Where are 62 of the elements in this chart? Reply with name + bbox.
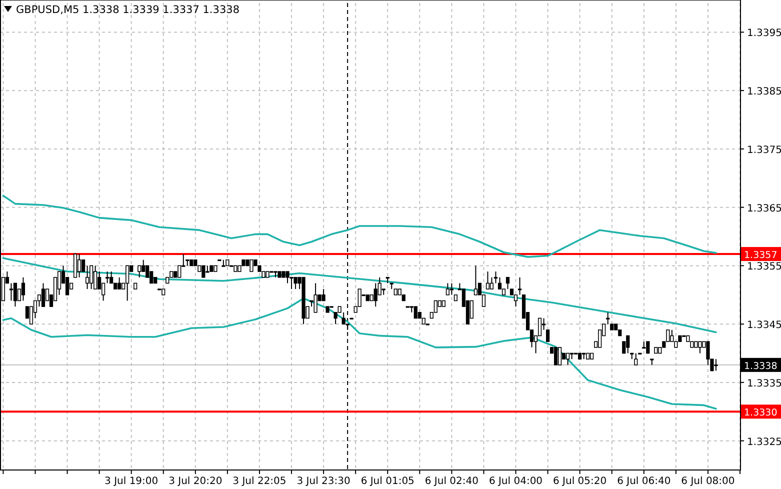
x-tick-label: 6 Jul 05:20: [553, 476, 607, 487]
ref-line-label: 1.3338: [744, 360, 778, 372]
y-tick-label: 1.3385: [747, 86, 781, 98]
candlestick: [13, 282, 18, 308]
candlestick: [322, 288, 326, 302]
candlestick: [450, 282, 454, 296]
candlestick: [21, 276, 26, 302]
candlestick: [94, 265, 98, 290]
candlestick: [106, 271, 110, 284]
x-tick-label: 6 Jul 01:05: [360, 476, 414, 487]
candlestick: [202, 265, 206, 278]
candlestick: [85, 265, 90, 290]
candlestick: [486, 271, 490, 290]
x-tick-label: 6 Jul 08:00: [681, 476, 735, 487]
line-series: [2, 257, 717, 334]
line-series: [2, 297, 717, 410]
candlestick: [314, 282, 318, 313]
y-tick-label: 1.3395: [747, 28, 781, 40]
candlestick: [494, 271, 498, 284]
candlestick: [126, 265, 130, 302]
candlestick: [250, 259, 254, 272]
candlestick: [446, 282, 450, 296]
y-tick-label: 1.3325: [747, 436, 781, 448]
x-tick-label: 6 Jul 02:40: [424, 476, 478, 487]
candlestick: [698, 341, 702, 354]
x-tick-label: 3 Jul 22:05: [232, 476, 286, 487]
candlestick: [138, 265, 142, 278]
candlestick: [118, 276, 122, 290]
x-tick-label: 3 Jul 19:00: [104, 476, 158, 487]
y-tick-label: 1.3345: [747, 320, 781, 332]
x-tick-label: 6 Jul 06:40: [617, 476, 671, 487]
candlestick: [89, 265, 94, 290]
candlestick: [714, 358, 718, 372]
candlestick: [554, 347, 558, 366]
candlestick: [286, 271, 290, 284]
candlestick: [474, 265, 478, 296]
chart-title: GBPUSD,M5 1.3338 1.3339 1.3337 1.3338: [16, 4, 240, 16]
candlestick: [222, 259, 226, 267]
candlestick: [294, 276, 298, 290]
y-tick-label: 1.3365: [747, 203, 781, 214]
candlestick: [81, 259, 86, 272]
candlestick: [646, 341, 650, 354]
candlestick: [73, 254, 78, 278]
candlestick: [414, 306, 418, 319]
candlestick: [374, 282, 378, 308]
candlestick: [41, 282, 46, 308]
y-tick-label: 1.3375: [747, 144, 781, 156]
candlestick: [178, 265, 182, 278]
x-tick-label: 3 Jul 20:20: [168, 476, 222, 487]
candlestick: [77, 254, 82, 278]
x-tick-label: 6 Jul 04:00: [488, 476, 543, 487]
ref-line-label: 1.3330: [744, 408, 778, 419]
candlestick: [634, 352, 638, 366]
candlestick: [558, 347, 562, 366]
y-tick-label: 1.3355: [747, 262, 781, 273]
candlestick: [490, 276, 494, 290]
line-series: [2, 194, 717, 258]
x-tick-label: 3 Jul 23:30: [296, 476, 350, 487]
ref-line-label: 1.3357: [744, 250, 778, 262]
candlestick: [626, 335, 630, 354]
y-tick-label: 1.3335: [747, 378, 781, 390]
candlestick: [566, 352, 570, 366]
